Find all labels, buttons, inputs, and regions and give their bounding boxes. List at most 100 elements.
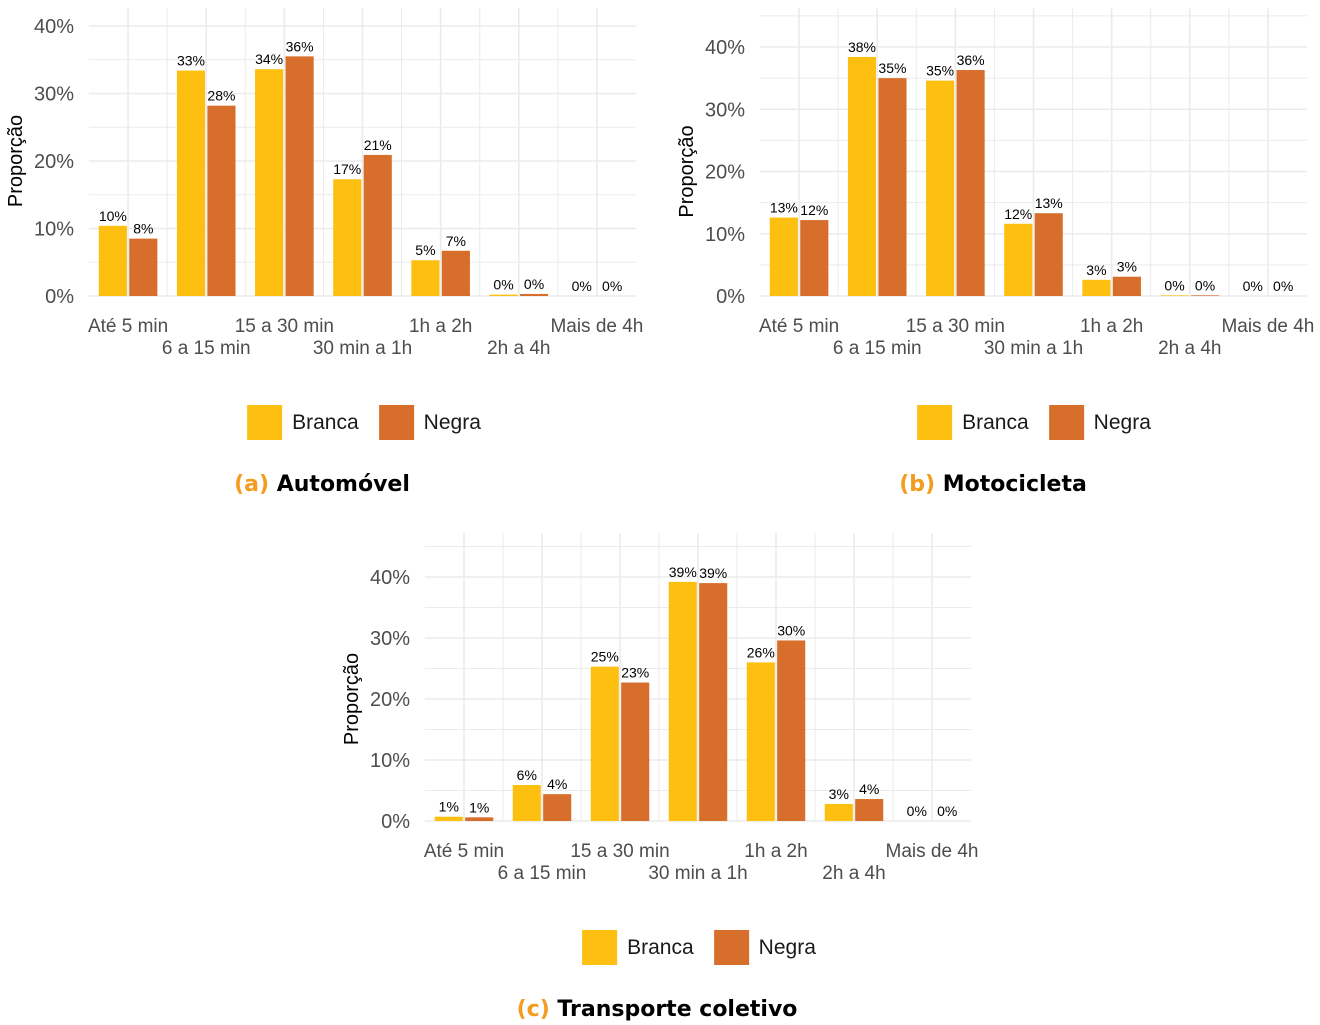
legend-key-branca: [917, 405, 953, 440]
bar-branca-1: [847, 56, 877, 297]
data-label-branca-6: 0%: [1243, 278, 1263, 294]
data-label-negra-6: 0%: [1273, 278, 1293, 294]
caption-tag: (b): [899, 472, 936, 497]
bar-negra-0: [800, 220, 829, 296]
x-tick-label: 15 a 30 min: [235, 316, 334, 337]
legend-transporte-coletivo: Branca Negra: [582, 930, 816, 965]
y-tick-label: 20%: [705, 162, 745, 184]
bar-negra-2: [285, 56, 314, 296]
legend-item-branca: Branca: [917, 405, 1029, 440]
x-tick-label: 15 a 30 min: [906, 316, 1005, 337]
y-axis-title: Proporção: [676, 125, 698, 217]
bar-branca-1: [176, 70, 206, 296]
legend-item-branca: Branca: [247, 405, 359, 440]
data-label-negra-5: 0%: [1195, 277, 1215, 293]
x-tick-label: 30 min a 1h: [984, 338, 1083, 359]
x-tick-label: 6 a 15 min: [498, 863, 587, 884]
y-tick-label: 0%: [381, 811, 410, 833]
bar-negra-3: [1034, 213, 1063, 296]
caption-motocicleta: (b) Motocicleta: [899, 472, 1087, 497]
data-label-negra-6: 0%: [937, 803, 957, 819]
bar-negra-3: [363, 154, 392, 296]
bar-negra-3: [699, 583, 728, 821]
bar-branca-3: [1004, 223, 1033, 296]
bar-branca-2: [590, 666, 619, 821]
y-tick-label: 40%: [34, 16, 74, 38]
data-label-branca-2: 34%: [255, 51, 283, 67]
legend-key-branca: [582, 930, 618, 965]
legend-item-negra: Negra: [1048, 405, 1151, 440]
x-tick-label: 2h a 4h: [1158, 338, 1221, 359]
caption-automovel: (a) Automóvel: [234, 472, 410, 497]
chart-panel-transporte-coletivo: 0% 10% 20% 30% 40% Proporção 1% 6% 25% 39% 26% 3% 0%…: [341, 533, 978, 884]
x-tick-label: 6 a 15 min: [162, 338, 251, 359]
bar-negra-4: [1112, 276, 1141, 296]
legend-key-branca: [247, 405, 283, 440]
bar-branca-2: [926, 80, 955, 297]
bar-branca-2: [255, 69, 284, 296]
legend-item-branca: Branca: [582, 930, 694, 965]
legend-label-branca: Branca: [627, 935, 694, 959]
caption-title: Transporte coletivo: [557, 997, 798, 1022]
data-label-branca-5: 3%: [829, 786, 849, 802]
x-tick-label: 2h a 4h: [487, 338, 550, 359]
data-label-branca-0: 1%: [439, 799, 459, 815]
y-tick-label: 10%: [370, 750, 410, 772]
bar-branca-1: [512, 785, 541, 821]
y-tick-label: 20%: [34, 151, 74, 173]
bar-negra-4: [441, 250, 470, 296]
bar-negra-0: [129, 238, 158, 296]
data-label-branca-5: 0%: [493, 277, 513, 293]
data-label-negra-1: 35%: [878, 60, 906, 76]
bar-negra-0: [465, 817, 494, 821]
x-tick-label: 30 min a 1h: [648, 863, 747, 884]
data-label-negra-1: 28%: [207, 88, 235, 104]
caption-tag: (c): [516, 997, 550, 1022]
bar-branca-5: [1160, 295, 1189, 296]
y-axis-title: Proporção: [341, 653, 363, 745]
y-tick-label: 40%: [370, 567, 410, 589]
data-label-negra-3: 39%: [699, 565, 727, 581]
legend-label-negra: Negra: [423, 410, 481, 434]
bar-negra-1: [207, 105, 236, 297]
x-tick-label: 30 min a 1h: [313, 338, 412, 359]
y-tick-label: 30%: [34, 84, 74, 106]
legend-label-negra: Negra: [1093, 410, 1151, 434]
data-label-branca-1: 6%: [517, 767, 537, 783]
bar-negra-5: [1190, 295, 1220, 296]
data-label-negra-2: 23%: [621, 665, 649, 681]
x-tick-label: 1h a 2h: [1080, 316, 1143, 337]
legend-motocicleta: Branca Negra: [917, 405, 1151, 440]
data-label-branca-4: 5%: [415, 242, 435, 258]
y-tick-label: 20%: [370, 689, 410, 711]
data-label-negra-0: 8%: [133, 221, 153, 237]
data-label-negra-5: 4%: [859, 781, 879, 797]
data-label-branca-3: 39%: [669, 564, 697, 580]
data-label-branca-4: 26%: [747, 644, 775, 660]
data-label-negra-0: 12%: [800, 202, 828, 218]
data-label-negra-4: 30%: [777, 622, 805, 638]
data-label-negra-3: 21%: [364, 137, 392, 153]
data-label-branca-2: 35%: [926, 63, 954, 79]
x-tick-label: Até 5 min: [424, 841, 504, 862]
x-tick-label: 1h a 2h: [744, 841, 807, 862]
bar-branca-0: [434, 816, 463, 821]
x-tick-label: Mais de 4h: [1221, 316, 1314, 337]
data-label-branca-2: 25%: [591, 649, 619, 665]
y-axis-title: Proporção: [5, 115, 27, 207]
legend-key-negra: [1048, 405, 1084, 440]
x-tick-label: Até 5 min: [759, 316, 839, 337]
bar-branca-0: [98, 225, 127, 296]
y-tick-label: 30%: [370, 628, 410, 650]
legend-key-negra: [378, 405, 414, 440]
bar-negra-2: [621, 682, 650, 821]
bar-negra-1: [878, 78, 907, 296]
data-label-negra-5: 0%: [524, 276, 544, 292]
legend-automovel: Branca Negra: [247, 405, 481, 440]
data-label-branca-6: 0%: [572, 278, 592, 294]
legend-label-branca: Branca: [962, 410, 1029, 434]
data-label-branca-3: 17%: [333, 161, 361, 177]
y-tick-label: 10%: [34, 219, 74, 241]
y-tick-label: 0%: [45, 286, 74, 308]
